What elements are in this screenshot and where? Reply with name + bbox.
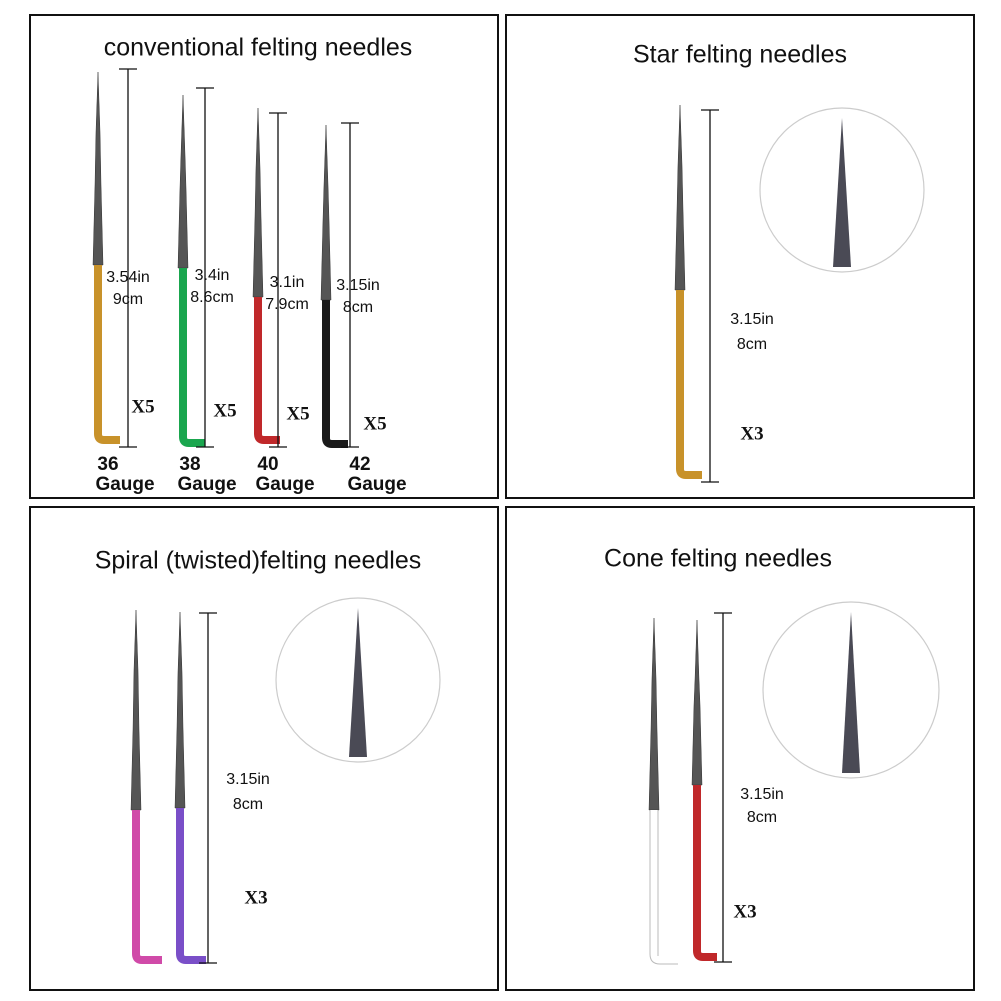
zoom-needle: [349, 608, 367, 757]
quantity-label: X5: [131, 396, 154, 417]
metric-label: 8cm: [343, 299, 373, 316]
panel: [505, 14, 975, 499]
panel-title: Cone felting needles: [604, 545, 832, 573]
metric-label: 8cm: [233, 796, 263, 813]
needle-tip: [177, 94, 189, 269]
gauge-unit: Gauge: [255, 474, 314, 495]
quantity-label: X5: [213, 400, 236, 421]
metric-label: 8.6cm: [190, 289, 234, 306]
metric-label: 8cm: [737, 336, 767, 353]
panel: [505, 506, 975, 991]
panel-title: conventional felting needles: [104, 34, 413, 62]
metric-label: 9cm: [113, 291, 143, 308]
gauge-unit: Gauge: [95, 474, 154, 495]
panel: [29, 506, 499, 991]
needle-handle: [693, 785, 717, 961]
needle-tip: [648, 617, 660, 811]
needle-tip: [674, 104, 686, 291]
needle-handle: [94, 265, 120, 444]
metric-label: 8cm: [747, 809, 777, 826]
needle-handle: [176, 808, 206, 964]
length-label: 3.54in: [106, 269, 150, 286]
gauge-number: 40: [257, 454, 278, 475]
zoom-needle: [833, 118, 851, 267]
length-label: 3.4in: [195, 267, 230, 284]
quantity-label: X3: [244, 887, 267, 908]
needle-tip: [130, 609, 142, 811]
panel-title: Star felting needles: [633, 41, 847, 69]
gauge-number: 42: [349, 454, 370, 475]
quantity-label: X5: [363, 413, 386, 434]
gauge-unit: Gauge: [347, 474, 406, 495]
needle-handle: [254, 297, 280, 444]
gauge-unit: Gauge: [177, 474, 236, 495]
gauge-number: 38: [179, 454, 200, 475]
length-label: 3.15in: [226, 771, 270, 788]
zoom-needle: [842, 612, 860, 773]
needle-handle: [676, 290, 702, 479]
panel: [29, 14, 499, 499]
needle-tip: [174, 611, 186, 809]
quantity-label: X5: [286, 403, 309, 424]
needle-handle: [322, 300, 348, 448]
needle-tip: [92, 71, 104, 266]
panel-title: Spiral (twisted)felting needles: [95, 547, 422, 575]
metric-label: 7.9cm: [265, 296, 309, 313]
needle-handle: [179, 268, 205, 447]
gauge-number: 36: [97, 454, 118, 475]
needle-tip: [691, 619, 703, 786]
length-label: 3.1in: [270, 274, 305, 291]
needle-handle: [132, 810, 162, 964]
length-label: 3.15in: [730, 311, 774, 328]
length-label: 3.15in: [336, 277, 380, 294]
needle-tip: [320, 124, 332, 301]
needle-tip: [252, 107, 264, 298]
needle-handle: [650, 810, 678, 964]
quantity-label: X3: [740, 423, 763, 444]
length-label: 3.15in: [740, 786, 784, 803]
quantity-label: X3: [733, 901, 756, 922]
needle-outline: [649, 810, 678, 965]
